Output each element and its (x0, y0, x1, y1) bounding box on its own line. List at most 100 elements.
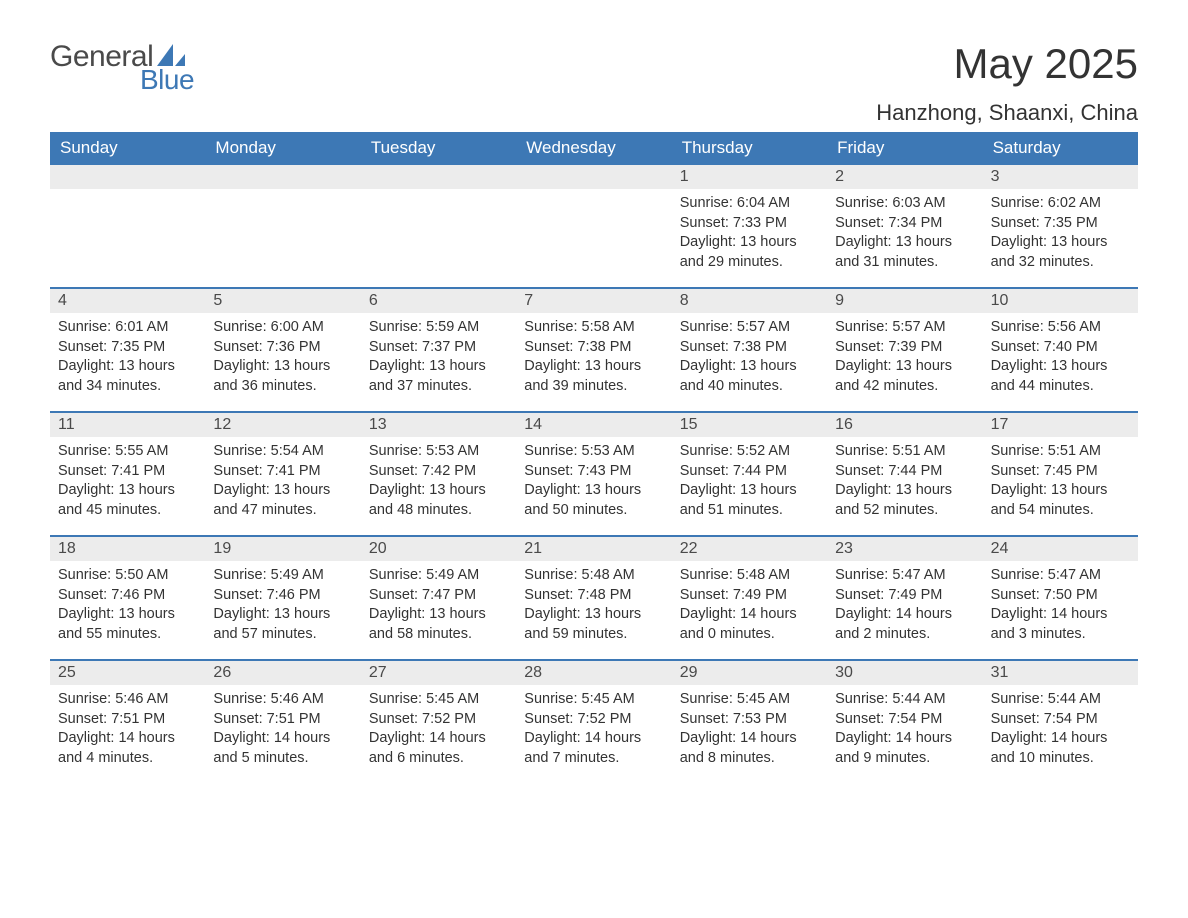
day-info: Sunrise: 5:45 AMSunset: 7:52 PMDaylight:… (361, 685, 516, 778)
sunrise-text: Sunrise: 5:54 AM (213, 442, 352, 462)
calendar-day-cell: 3Sunrise: 6:02 AMSunset: 7:35 PMDaylight… (983, 165, 1138, 287)
weekday-label: Thursday (672, 132, 827, 165)
sunset-text: Sunset: 7:44 PM (680, 462, 819, 482)
sunset-text: Sunset: 7:35 PM (58, 338, 197, 358)
day-info: Sunrise: 5:49 AMSunset: 7:47 PMDaylight:… (361, 561, 516, 654)
sunset-text: Sunset: 7:52 PM (369, 710, 508, 730)
calendar-day-cell: 2Sunrise: 6:03 AMSunset: 7:34 PMDaylight… (827, 165, 982, 287)
daylight-text: Daylight: 13 hours and 32 minutes. (991, 233, 1130, 272)
day-number: 14 (516, 413, 671, 437)
sunset-text: Sunset: 7:40 PM (991, 338, 1130, 358)
sunset-text: Sunset: 7:42 PM (369, 462, 508, 482)
calendar-day-cell: 9Sunrise: 5:57 AMSunset: 7:39 PMDaylight… (827, 289, 982, 411)
sunrise-text: Sunrise: 5:51 AM (991, 442, 1130, 462)
day-number: 9 (827, 289, 982, 313)
daylight-text: Daylight: 13 hours and 57 minutes. (213, 605, 352, 644)
day-number: 2 (827, 165, 982, 189)
sunset-text: Sunset: 7:35 PM (991, 214, 1130, 234)
sunset-text: Sunset: 7:51 PM (213, 710, 352, 730)
day-info: Sunrise: 5:47 AMSunset: 7:49 PMDaylight:… (827, 561, 982, 654)
day-number: 18 (50, 537, 205, 561)
day-number (361, 165, 516, 189)
day-info: Sunrise: 5:46 AMSunset: 7:51 PMDaylight:… (205, 685, 360, 778)
daylight-text: Daylight: 14 hours and 9 minutes. (835, 729, 974, 768)
day-number: 24 (983, 537, 1138, 561)
day-number: 26 (205, 661, 360, 685)
day-number: 5 (205, 289, 360, 313)
page-header: General Blue May 2025 Hanzhong, Shaanxi,… (50, 40, 1138, 126)
daylight-text: Daylight: 13 hours and 54 minutes. (991, 481, 1130, 520)
calendar-day-cell: 31Sunrise: 5:44 AMSunset: 7:54 PMDayligh… (983, 661, 1138, 783)
sunrise-text: Sunrise: 5:48 AM (680, 566, 819, 586)
daylight-text: Daylight: 14 hours and 7 minutes. (524, 729, 663, 768)
sunset-text: Sunset: 7:45 PM (991, 462, 1130, 482)
day-number (50, 165, 205, 189)
daylight-text: Daylight: 13 hours and 55 minutes. (58, 605, 197, 644)
day-info: Sunrise: 5:57 AMSunset: 7:38 PMDaylight:… (672, 313, 827, 406)
weekday-label: Tuesday (361, 132, 516, 165)
sunrise-text: Sunrise: 5:57 AM (835, 318, 974, 338)
day-info: Sunrise: 6:03 AMSunset: 7:34 PMDaylight:… (827, 189, 982, 282)
sunset-text: Sunset: 7:50 PM (991, 586, 1130, 606)
sunrise-text: Sunrise: 6:02 AM (991, 194, 1130, 214)
sunrise-text: Sunrise: 6:00 AM (213, 318, 352, 338)
calendar-day-cell: 8Sunrise: 5:57 AMSunset: 7:38 PMDaylight… (672, 289, 827, 411)
sunset-text: Sunset: 7:49 PM (680, 586, 819, 606)
calendar-day-cell: 29Sunrise: 5:45 AMSunset: 7:53 PMDayligh… (672, 661, 827, 783)
day-number: 29 (672, 661, 827, 685)
sunrise-text: Sunrise: 5:49 AM (369, 566, 508, 586)
day-info: Sunrise: 5:51 AMSunset: 7:45 PMDaylight:… (983, 437, 1138, 530)
weeks-container: 1Sunrise: 6:04 AMSunset: 7:33 PMDaylight… (50, 165, 1138, 783)
day-number: 4 (50, 289, 205, 313)
day-number: 17 (983, 413, 1138, 437)
logo-word1: General (50, 40, 153, 74)
sunset-text: Sunset: 7:48 PM (524, 586, 663, 606)
daylight-text: Daylight: 14 hours and 6 minutes. (369, 729, 508, 768)
sunset-text: Sunset: 7:49 PM (835, 586, 974, 606)
daylight-text: Daylight: 13 hours and 40 minutes. (680, 357, 819, 396)
sunrise-text: Sunrise: 5:51 AM (835, 442, 974, 462)
sunset-text: Sunset: 7:38 PM (524, 338, 663, 358)
sunrise-text: Sunrise: 5:59 AM (369, 318, 508, 338)
daylight-text: Daylight: 13 hours and 48 minutes. (369, 481, 508, 520)
calendar-day-cell: 4 Sunrise: 6:01 AMSunset: 7:35 PMDaylight… (50, 289, 205, 411)
day-info: Sunrise: 5:46 AMSunset: 7:51 PMDaylight:… (50, 685, 205, 778)
daylight-text: Daylight: 13 hours and 59 minutes. (524, 605, 663, 644)
day-number: 7 (516, 289, 671, 313)
sunrise-text: Sunrise: 5:46 AM (58, 690, 197, 710)
sunset-text: Sunset: 7:46 PM (213, 586, 352, 606)
daylight-text: Daylight: 13 hours and 39 minutes. (524, 357, 663, 396)
day-info: Sunrise: 6:00 AMSunset: 7:36 PMDaylight:… (205, 313, 360, 406)
calendar-day-cell: 22Sunrise: 5:48 AMSunset: 7:49 PMDayligh… (672, 537, 827, 659)
calendar: Sunday Monday Tuesday Wednesday Thursday… (50, 132, 1138, 783)
day-info: Sunrise: 5:44 AMSunset: 7:54 PMDaylight:… (827, 685, 982, 778)
day-number: 21 (516, 537, 671, 561)
day-info: Sunrise: 5:50 AMSunset: 7:46 PMDaylight:… (50, 561, 205, 654)
calendar-week: 18Sunrise: 5:50 AMSunset: 7:46 PMDayligh… (50, 535, 1138, 659)
calendar-week: 1Sunrise: 6:04 AMSunset: 7:33 PMDaylight… (50, 165, 1138, 287)
sunrise-text: Sunrise: 5:45 AM (680, 690, 819, 710)
weekday-label: Saturday (983, 132, 1138, 165)
daylight-text: Daylight: 14 hours and 2 minutes. (835, 605, 974, 644)
calendar-day-cell: 14Sunrise: 5:53 AMSunset: 7:43 PMDayligh… (516, 413, 671, 535)
day-number: 28 (516, 661, 671, 685)
sunrise-text: Sunrise: 5:53 AM (369, 442, 508, 462)
calendar-day-cell: 19Sunrise: 5:49 AMSunset: 7:46 PMDayligh… (205, 537, 360, 659)
day-info: Sunrise: 5:45 AMSunset: 7:52 PMDaylight:… (516, 685, 671, 778)
sunset-text: Sunset: 7:52 PM (524, 710, 663, 730)
day-number: 1 (672, 165, 827, 189)
calendar-day-cell: 5Sunrise: 6:00 AMSunset: 7:36 PMDaylight… (205, 289, 360, 411)
weekday-label: Friday (827, 132, 982, 165)
daylight-text: Daylight: 13 hours and 34 minutes. (58, 357, 197, 396)
sunrise-text: Sunrise: 5:46 AM (213, 690, 352, 710)
sunrise-text: Sunrise: 5:50 AM (58, 566, 197, 586)
day-number: 16 (827, 413, 982, 437)
calendar-day-cell: 28Sunrise: 5:45 AMSunset: 7:52 PMDayligh… (516, 661, 671, 783)
sunrise-text: Sunrise: 6:03 AM (835, 194, 974, 214)
daylight-text: Daylight: 13 hours and 31 minutes. (835, 233, 974, 272)
calendar-day-cell: 23Sunrise: 5:47 AMSunset: 7:49 PMDayligh… (827, 537, 982, 659)
daylight-text: Daylight: 13 hours and 58 minutes. (369, 605, 508, 644)
calendar-day-cell: 11Sunrise: 5:55 AMSunset: 7:41 PMDayligh… (50, 413, 205, 535)
sunrise-text: Sunrise: 6:01 AM (58, 318, 197, 338)
sunrise-text: Sunrise: 5:48 AM (524, 566, 663, 586)
